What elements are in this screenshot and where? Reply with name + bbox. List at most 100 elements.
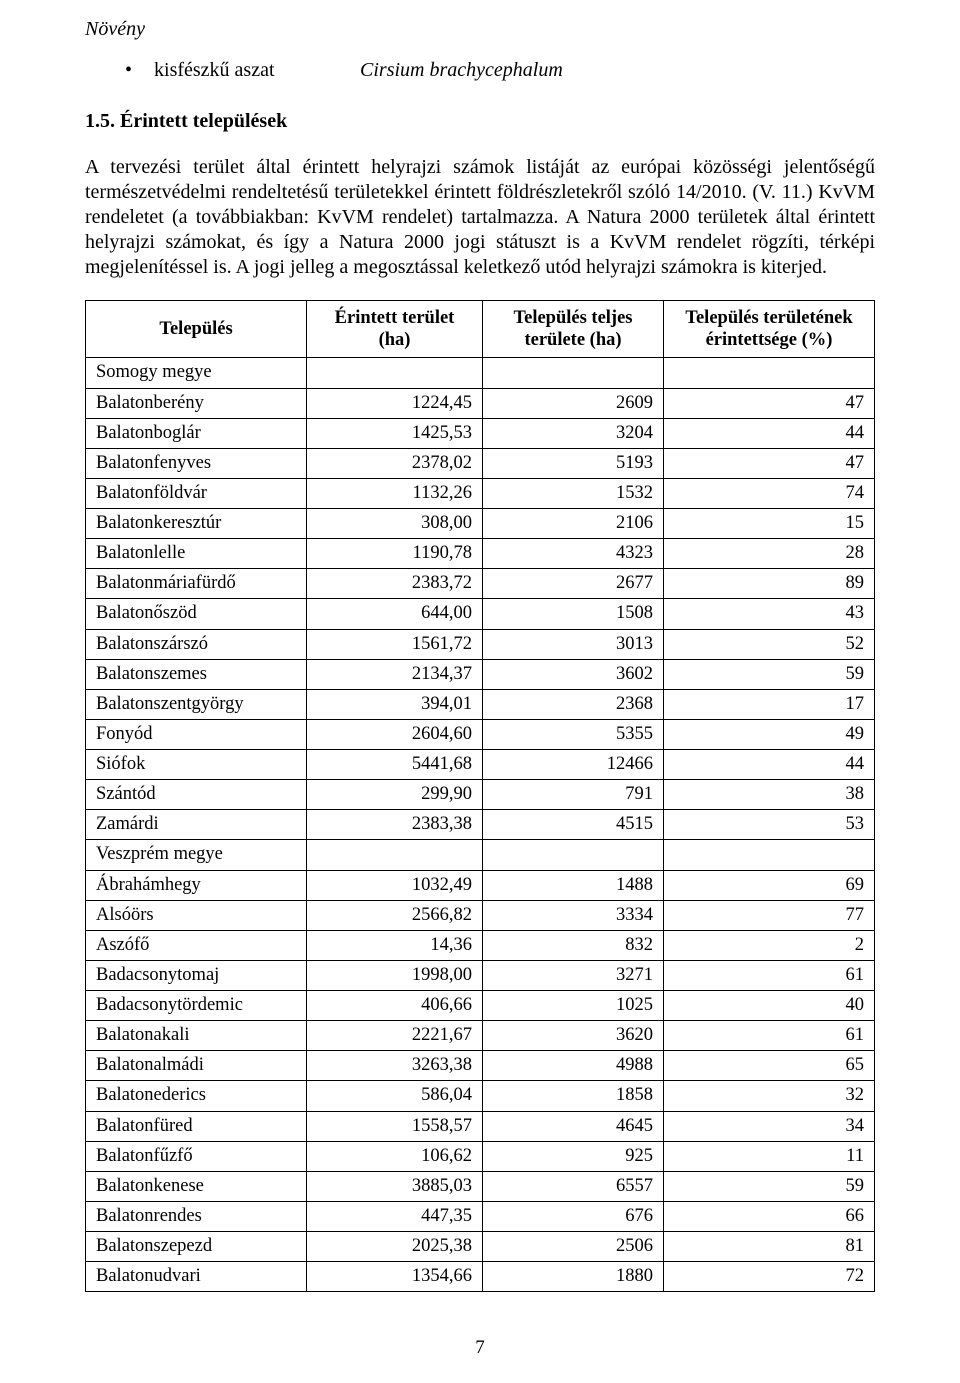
cell-name: Balatonlelle	[86, 539, 307, 569]
cell-total: 5355	[483, 719, 664, 749]
cell-total: 3334	[483, 900, 664, 930]
cell-total: 6557	[483, 1171, 664, 1201]
empty-cell	[664, 358, 875, 388]
bullet-icon: •	[125, 60, 132, 80]
col-name: Település	[86, 301, 307, 358]
table-row: Balatonföldvár1132,26153274	[86, 478, 875, 508]
page-number: 7	[0, 1337, 960, 1359]
cell-total: 4323	[483, 539, 664, 569]
cell-total: 2506	[483, 1232, 664, 1262]
cell-area: 2566,82	[307, 900, 483, 930]
cell-total: 1880	[483, 1262, 664, 1292]
table-row: Balatonederics586,04185832	[86, 1081, 875, 1111]
cell-pct: 72	[664, 1262, 875, 1292]
cell-area: 2378,02	[307, 448, 483, 478]
cell-area: 2025,38	[307, 1232, 483, 1262]
cell-total: 2609	[483, 388, 664, 418]
cell-name: Balatonszárszó	[86, 629, 307, 659]
table-row: Badacsonytomaj1998,00327161	[86, 960, 875, 990]
table-group-row: Somogy megye	[86, 358, 875, 388]
cell-area: 1354,66	[307, 1262, 483, 1292]
table-row: Balatonudvari1354,66188072	[86, 1262, 875, 1292]
cell-name: Balatonfenyves	[86, 448, 307, 478]
page: Növény • kisfészkű aszat Cirsium brachyc…	[0, 0, 960, 1383]
cell-total: 3620	[483, 1021, 664, 1051]
cell-name: Balatonudvari	[86, 1262, 307, 1292]
cell-pct: 40	[664, 991, 875, 1021]
cell-name: Balatonföldvár	[86, 478, 307, 508]
empty-cell	[483, 358, 664, 388]
cell-area: 3263,38	[307, 1051, 483, 1081]
cell-total: 4645	[483, 1111, 664, 1141]
cell-area: 5441,68	[307, 750, 483, 780]
cell-area: 2134,37	[307, 659, 483, 689]
cell-total: 1488	[483, 870, 664, 900]
col-pct: Település területének érintettsége (%)	[664, 301, 875, 358]
empty-cell	[664, 840, 875, 870]
cell-pct: 69	[664, 870, 875, 900]
cell-name: Fonyód	[86, 719, 307, 749]
cell-pct: 2	[664, 930, 875, 960]
cell-area: 2383,38	[307, 810, 483, 840]
cell-name: Balatonőszöd	[86, 599, 307, 629]
cell-pct: 44	[664, 418, 875, 448]
table-row: Fonyód2604,60535549	[86, 719, 875, 749]
table-row: Aszófő14,368322	[86, 930, 875, 960]
table-row: Balatonalmádi3263,38498865	[86, 1051, 875, 1081]
cell-pct: 47	[664, 448, 875, 478]
cell-total: 4515	[483, 810, 664, 840]
cell-total: 1025	[483, 991, 664, 1021]
cell-pct: 11	[664, 1141, 875, 1171]
cell-total: 2368	[483, 689, 664, 719]
table-row: Szántód299,9079138	[86, 780, 875, 810]
cell-area: 1561,72	[307, 629, 483, 659]
table-row: Zamárdi2383,38451553	[86, 810, 875, 840]
cell-area: 406,66	[307, 991, 483, 1021]
empty-cell	[483, 840, 664, 870]
cell-name: Balatonszentgyörgy	[86, 689, 307, 719]
table-row: Siófok5441,681246644	[86, 750, 875, 780]
table-row: Badacsonytördemic406,66102540	[86, 991, 875, 1021]
cell-area: 1224,45	[307, 388, 483, 418]
cell-area: 1998,00	[307, 960, 483, 990]
cell-name: Ábrahámhegy	[86, 870, 307, 900]
cell-total: 3271	[483, 960, 664, 990]
cell-name: Balatonkeresztúr	[86, 509, 307, 539]
cell-pct: 49	[664, 719, 875, 749]
cell-pct: 65	[664, 1051, 875, 1081]
cell-area: 3885,03	[307, 1171, 483, 1201]
table-row: Ábrahámhegy1032,49148869	[86, 870, 875, 900]
settlements-table: Település Érintett terület (ha) Települé…	[85, 300, 875, 1292]
cell-pct: 66	[664, 1201, 875, 1231]
cell-name: Aszófő	[86, 930, 307, 960]
table-row: Balatonszemes2134,37360259	[86, 659, 875, 689]
body-paragraph: A tervezési terület által érintett helyr…	[85, 155, 875, 280]
cell-total: 3204	[483, 418, 664, 448]
cell-name: Badacsonytördemic	[86, 991, 307, 1021]
cell-name: Badacsonytomaj	[86, 960, 307, 990]
cell-area: 299,90	[307, 780, 483, 810]
table-row: Balatonőszöd644,00150843	[86, 599, 875, 629]
cell-pct: 89	[664, 569, 875, 599]
cell-name: Balatonszemes	[86, 659, 307, 689]
cell-total: 1508	[483, 599, 664, 629]
cell-name: Alsóörs	[86, 900, 307, 930]
cell-pct: 38	[664, 780, 875, 810]
cell-pct: 28	[664, 539, 875, 569]
cell-pct: 61	[664, 1021, 875, 1051]
cell-name: Balatonakali	[86, 1021, 307, 1051]
table-row: Balatonszentgyörgy394,01236817	[86, 689, 875, 719]
cell-pct: 17	[664, 689, 875, 719]
cell-name: Balatonfüred	[86, 1111, 307, 1141]
cell-pct: 53	[664, 810, 875, 840]
cell-total: 676	[483, 1201, 664, 1231]
cell-total: 925	[483, 1141, 664, 1171]
cell-area: 106,62	[307, 1141, 483, 1171]
cell-total: 5193	[483, 448, 664, 478]
table-row: Balatonrendes447,3567666	[86, 1201, 875, 1231]
col-area: Érintett terület (ha)	[307, 301, 483, 358]
table-body: Somogy megyeBalatonberény1224,45260947Ba…	[86, 358, 875, 1292]
cell-area: 1190,78	[307, 539, 483, 569]
cell-pct: 52	[664, 629, 875, 659]
cell-pct: 32	[664, 1081, 875, 1111]
